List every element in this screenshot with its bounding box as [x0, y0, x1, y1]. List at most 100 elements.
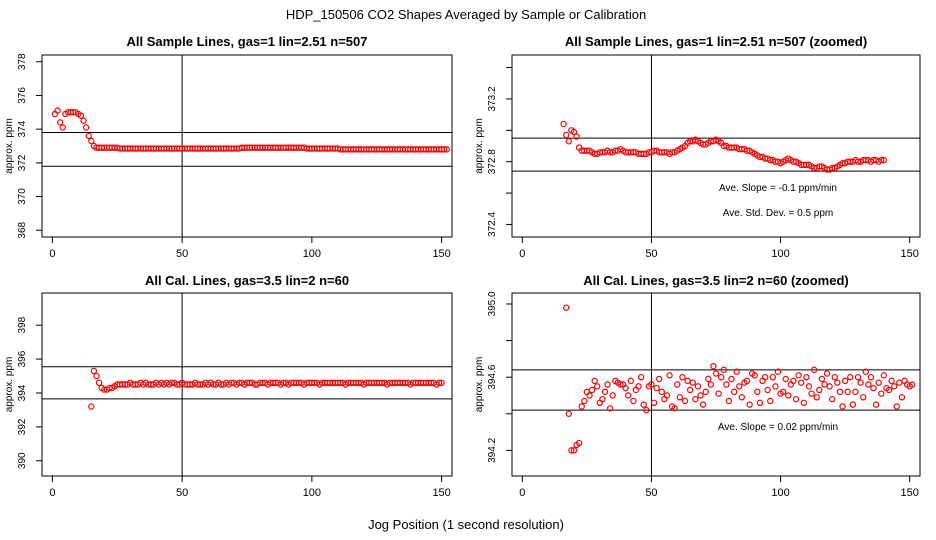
data-point	[707, 381, 715, 388]
y-tick-label: 370	[17, 188, 28, 205]
data-point	[640, 401, 647, 408]
data-point	[769, 373, 777, 381]
data-point	[834, 379, 841, 386]
x-tick-label: 0	[519, 248, 525, 260]
reference-lines	[512, 55, 920, 237]
data-point	[568, 447, 575, 454]
y-axis-label: approx. ppm	[474, 357, 485, 413]
y-tick-label: 390	[17, 452, 28, 469]
data-point	[681, 397, 689, 405]
data-point	[898, 394, 906, 401]
x-tick-label: 150	[900, 248, 918, 260]
data-point	[715, 390, 722, 397]
data-point	[627, 377, 634, 385]
data-point	[736, 383, 743, 390]
data-point	[655, 375, 663, 383]
data-point	[643, 406, 650, 414]
annotation-text: Ave. Std. Dev. = 0.5 ppm	[723, 208, 834, 219]
panel-cal-lines-zoomed: All Cal. Lines, gas=3.5 lin=2 n=60 (zoom…	[474, 273, 921, 499]
data-point	[712, 370, 720, 377]
data-point	[818, 375, 826, 383]
data-point	[880, 156, 888, 164]
data-point	[909, 381, 916, 388]
data-point	[674, 381, 681, 388]
data-point	[852, 388, 859, 396]
data-point	[756, 399, 764, 406]
data-point	[893, 403, 900, 410]
y-tick-label: 394.6	[487, 364, 498, 389]
data-point	[606, 405, 614, 412]
x-tick-label: 0	[49, 487, 55, 499]
data-point	[875, 379, 882, 386]
y-tick-label: 372.4	[487, 212, 498, 237]
y-tick-label: 376	[17, 87, 28, 104]
data-point	[865, 381, 872, 388]
data-point	[816, 386, 823, 394]
data-point	[82, 124, 90, 131]
data-point	[896, 379, 903, 386]
data-points	[51, 107, 451, 153]
data-point	[438, 379, 445, 387]
plot-frame	[511, 292, 921, 477]
data-point	[59, 124, 66, 131]
data-point	[733, 368, 740, 375]
data-point	[808, 390, 815, 397]
panel-cal-lines: All Cal. Lines, gas=3.5 lin=2 n=60 0 50 100…	[4, 273, 453, 499]
data-point	[441, 146, 448, 153]
data-point	[637, 373, 645, 381]
data-point	[588, 386, 596, 394]
x-tick-label: 50	[645, 487, 657, 499]
y-tick-label: 395.0	[487, 291, 498, 316]
y-tick-label: 394.2	[487, 437, 498, 462]
data-points	[88, 367, 445, 410]
data-point	[878, 390, 885, 397]
data-point	[692, 395, 699, 403]
data-point	[95, 379, 103, 387]
x-tick-label: 100	[303, 487, 321, 499]
data-point	[575, 439, 583, 447]
data-point	[601, 388, 609, 396]
x-tick-label: 100	[303, 248, 321, 260]
figure-title: HDP_150506 CO2 Shapes Averaged by Sample…	[286, 7, 646, 22]
data-point	[872, 401, 880, 408]
y-axis-label: approx. ppm	[474, 118, 485, 174]
y-tick-label: 378	[17, 53, 28, 70]
data-point	[792, 395, 800, 403]
data-point	[573, 133, 580, 140]
data-point	[841, 377, 849, 385]
data-point	[831, 373, 838, 381]
data-point	[88, 403, 95, 410]
data-point	[859, 394, 867, 401]
data-point	[878, 156, 885, 164]
x-tick-label: 50	[176, 248, 188, 260]
data-point	[650, 399, 658, 406]
data-point	[435, 379, 443, 387]
data-point	[823, 370, 831, 377]
data-point	[617, 381, 624, 388]
data-point	[857, 379, 864, 386]
data-point	[844, 388, 851, 396]
annotation-text: Ave. Slope = -0.1 ppm/min	[719, 183, 837, 194]
data-points	[563, 304, 916, 454]
data-point	[599, 395, 606, 403]
data-point	[653, 384, 660, 392]
data-point	[795, 372, 802, 379]
data-point	[867, 373, 875, 381]
data-point	[586, 392, 593, 399]
y-tick-label: 396	[17, 350, 28, 367]
data-point	[751, 372, 758, 379]
data-point	[870, 384, 877, 392]
data-point	[686, 386, 694, 394]
x-tick-label: 50	[645, 248, 657, 260]
data-point	[720, 366, 727, 374]
data-point	[676, 394, 684, 401]
data-point	[604, 381, 611, 388]
panel-title: All Sample Lines, gas=1 lin=2.51 n=507	[127, 34, 368, 49]
data-point	[702, 388, 709, 396]
panel-sample-lines-zoomed: All Sample Lines, gas=1 lin=2.51 n=507 (…	[474, 34, 921, 260]
x-tick-label: 0	[49, 248, 55, 260]
data-point	[821, 381, 828, 388]
data-point	[80, 117, 87, 124]
y-tick-label: 368	[17, 221, 28, 238]
